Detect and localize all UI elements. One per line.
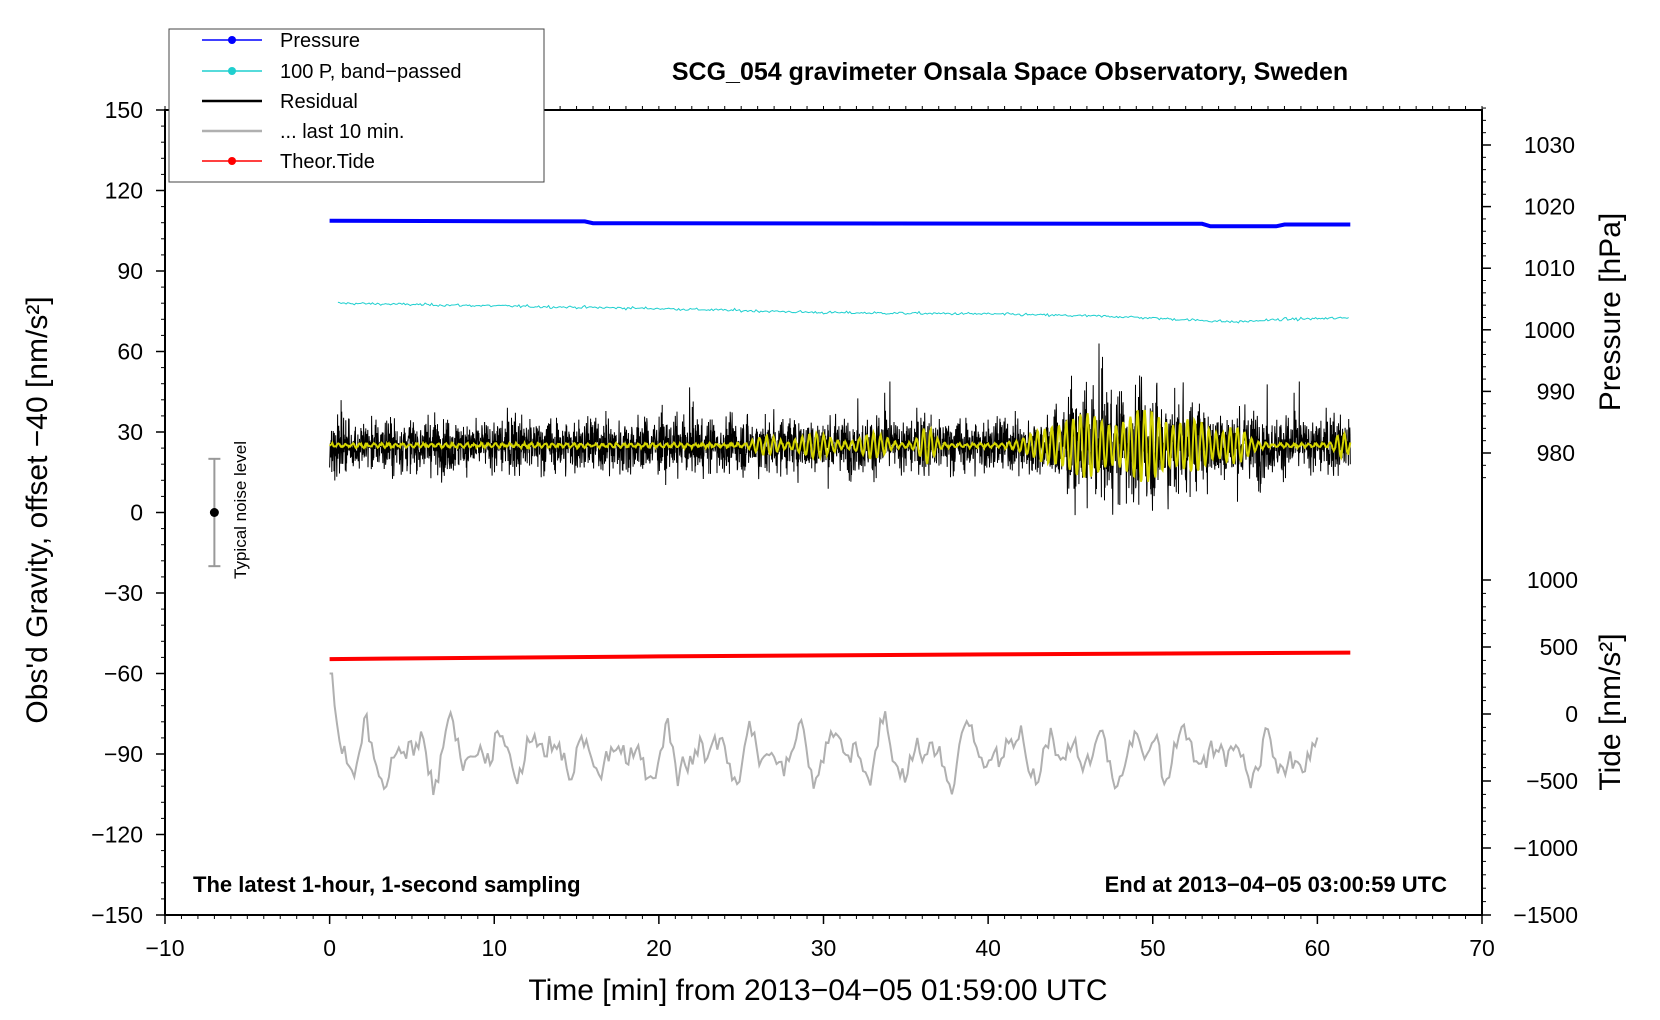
y-tick-label: −90 [104,741,143,767]
y-tick-label: −30 [104,580,143,606]
legend-item-residual: Residual [202,91,358,113]
note-sampling: The latest 1-hour, 1-second sampling [193,872,581,897]
noise-level-indicator: Typical noise level [208,441,250,579]
pressure-tick-label: 1010 [1524,255,1575,281]
residual-lowpass-line [328,409,1352,482]
legend-marker-theor-tide [228,157,236,165]
note-end-time: End at 2013−04−05 03:00:59 UTC [1105,872,1448,897]
y-tick-label: 60 [117,339,143,365]
pressure-tick-label: 1030 [1524,132,1575,158]
residual-line [329,343,1351,516]
y-tick-label: 30 [117,419,143,445]
tide-tick-label: 0 [1565,701,1578,727]
plot-frame [164,109,1483,916]
last-10-min-line [329,672,1319,796]
series-layer [328,218,1352,796]
y-axis-title-tide: Tide [nm/s²] [1594,633,1627,790]
x-tick-label: 30 [811,935,837,961]
tide-tick-label: −1500 [1513,902,1578,928]
legend-marker-pressure [228,36,236,44]
y-axis-title-pressure: Pressure [hPa] [1594,213,1627,411]
legend-label-pressure: Pressure [280,30,360,52]
legend-marker-band-passed [228,67,236,75]
legend-label-band-passed: 100 P, band−passed [280,61,461,83]
x-tick-label: 20 [646,935,672,961]
legend-item-theor-tide: Theor.Tide [202,151,375,173]
tide-tick-label: 1000 [1527,567,1578,593]
chart-title: SCG_054 gravimeter Onsala Space Observat… [672,58,1348,86]
plot-border [164,109,1483,916]
tide-tick-label: 500 [1540,634,1578,660]
legend-label-residual: Residual [280,91,358,113]
noise-level-label: Typical noise level [231,441,250,579]
y-axis-title-left: Obs'd Gravity, offset −40 [nm/s²] [21,296,54,723]
legend-label-last-10-min: ... last 10 min. [280,121,405,143]
x-tick-label: 50 [1140,935,1166,961]
y-tick-label: −60 [104,661,143,687]
x-axis-title: Time [min] from 2013−04−05 01:59:00 UTC [528,974,1107,1007]
y-tick-label: −150 [91,902,143,928]
y-tick-label: 120 [105,178,143,204]
x-tick-label: 70 [1469,935,1495,961]
y-tick-label: 90 [117,258,143,284]
legend-item-band-passed: 100 P, band−passed [202,61,461,83]
x-tick-label: 10 [481,935,507,961]
theor-tide-line [329,650,1351,662]
band-passed-line [337,301,1349,324]
x-tick-label: 0 [323,935,336,961]
legend: Pressure 100 P, band−passed Residual ...… [168,28,545,183]
pressure-line [329,218,1351,229]
pressure-tick-label: 1020 [1524,194,1575,220]
tide-tick-label: −500 [1526,768,1578,794]
x-tick-label: −10 [145,935,184,961]
x-tick-label: 60 [1305,935,1331,961]
pressure-tick-label: 990 [1537,378,1575,404]
legend-label-theor-tide: Theor.Tide [280,151,375,173]
noise-center-dot [209,508,219,517]
pressure-tick-label: 1000 [1524,317,1575,343]
legend-item-last-10-min: ... last 10 min. [202,121,405,143]
ticks-layer: −10 0 10 20 30 40 50 60 701501209060300−30−60−90… [91,97,1578,961]
tide-tick-label: −1000 [1513,835,1578,861]
y-tick-label: 0 [130,500,143,526]
y-tick-label: 150 [105,97,143,123]
legend-item-pressure: Pressure [202,30,360,52]
legend-box [168,28,545,183]
x-tick-label: 40 [975,935,1001,961]
y-tick-label: −120 [91,822,143,848]
pressure-tick-label: 980 [1537,440,1575,466]
